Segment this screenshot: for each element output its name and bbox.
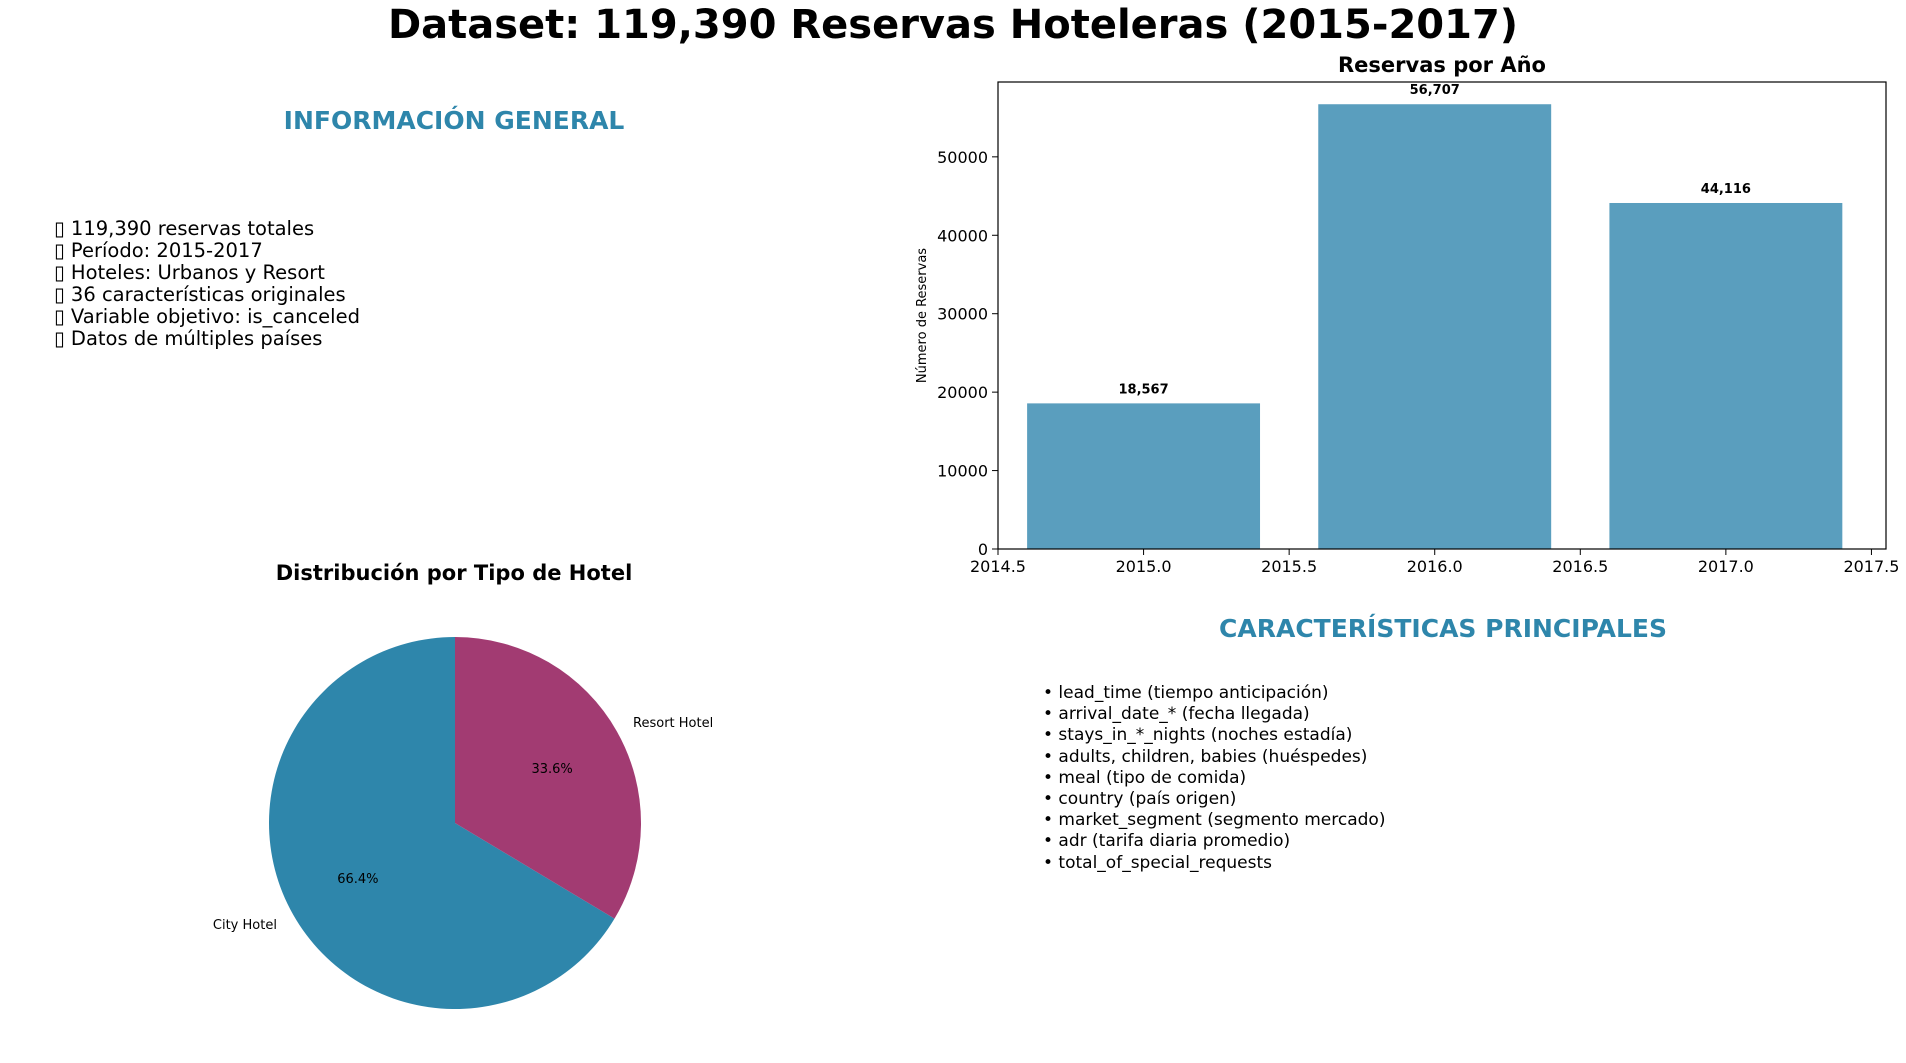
bar — [1318, 104, 1552, 550]
bar — [1609, 202, 1843, 549]
x-tick-label: 2017.5 — [1843, 557, 1899, 576]
info-list: ▯ 119,390 reservas totales ▯ Período: 20… — [54, 218, 360, 350]
figure-title: Dataset: 119,390 Reservas Hoteleras (201… — [387, 2, 1519, 48]
bar-value-label: 44,116 — [1701, 182, 1751, 197]
x-tick-label: 2016.5 — [1552, 557, 1608, 576]
feature-item: • total_of_special_requests — [1043, 852, 1272, 873]
features-list: • lead_time (tiempo anticipación) • arri… — [1043, 683, 1385, 874]
feature-item: • meal (tipo de comida) — [1043, 767, 1247, 788]
info-item: ▯ 119,390 reservas totales — [54, 217, 315, 240]
bar — [1027, 403, 1261, 549]
bar-value-label: 56,707 — [1410, 83, 1460, 98]
info-item: ▯ Datos de múltiples países — [54, 327, 323, 350]
feature-item: • arrival_date_* (fecha llegada) — [1043, 704, 1310, 725]
feature-item: • adr (tarifa diaria promedio) — [1043, 831, 1291, 852]
x-tick-label: 2017.0 — [1698, 557, 1754, 576]
x-tick-label: 2014.5 — [970, 557, 1026, 576]
features-panel-title: CARACTERÍSTICAS PRINCIPALES — [1219, 614, 1667, 643]
plot-frame — [997, 81, 1887, 550]
pie-chart-title: Distribución por Tipo de Hotel — [275, 561, 633, 585]
y-tick-label: 40000 — [937, 226, 988, 245]
feature-item: • market_segment (segmento mercado) — [1043, 810, 1386, 831]
y-tick-label: 50000 — [937, 148, 988, 167]
y-tick-label: 0 — [978, 540, 988, 559]
pie-slice — [269, 637, 615, 1010]
pie-slice-label: City Hotel — [213, 918, 277, 933]
feature-item: • country (país origen) — [1043, 789, 1237, 810]
pie-pct-label: 33.6% — [531, 762, 572, 777]
y-axis-label: Número de Reservas — [915, 248, 930, 383]
info-item: ▯ 36 características originales — [54, 283, 346, 306]
pie-pct-label: 66.4% — [337, 872, 378, 887]
info-item: ▯ Variable objetivo: is_canceled — [54, 305, 360, 328]
x-tick-label: 2015.0 — [1116, 557, 1172, 576]
feature-item: • stays_in_*_nights (noches estadía) — [1043, 725, 1353, 746]
x-tick-label: 2016.0 — [1407, 557, 1463, 576]
y-tick-label: 20000 — [937, 383, 988, 402]
y-tick-label: 30000 — [937, 305, 988, 324]
feature-item: • adults, children, babies (huéspedes) — [1043, 746, 1368, 767]
pie-slice — [455, 637, 641, 919]
pie-slice-label: Resort Hotel — [633, 716, 713, 731]
bar-chart-title: Reservas por Año — [1338, 53, 1546, 77]
y-tick-label: 10000 — [937, 462, 988, 481]
info-item: ▯ Período: 2015-2017 — [54, 239, 263, 262]
feature-item: • lead_time (tiempo anticipación) — [1043, 683, 1329, 703]
info-panel-title: INFORMACIÓN GENERAL — [283, 106, 625, 135]
x-tick-label: 2015.5 — [1261, 557, 1317, 576]
bar-value-label: 18,567 — [1118, 382, 1168, 397]
info-item: ▯ Hoteles: Urbanos y Resort — [54, 261, 325, 284]
